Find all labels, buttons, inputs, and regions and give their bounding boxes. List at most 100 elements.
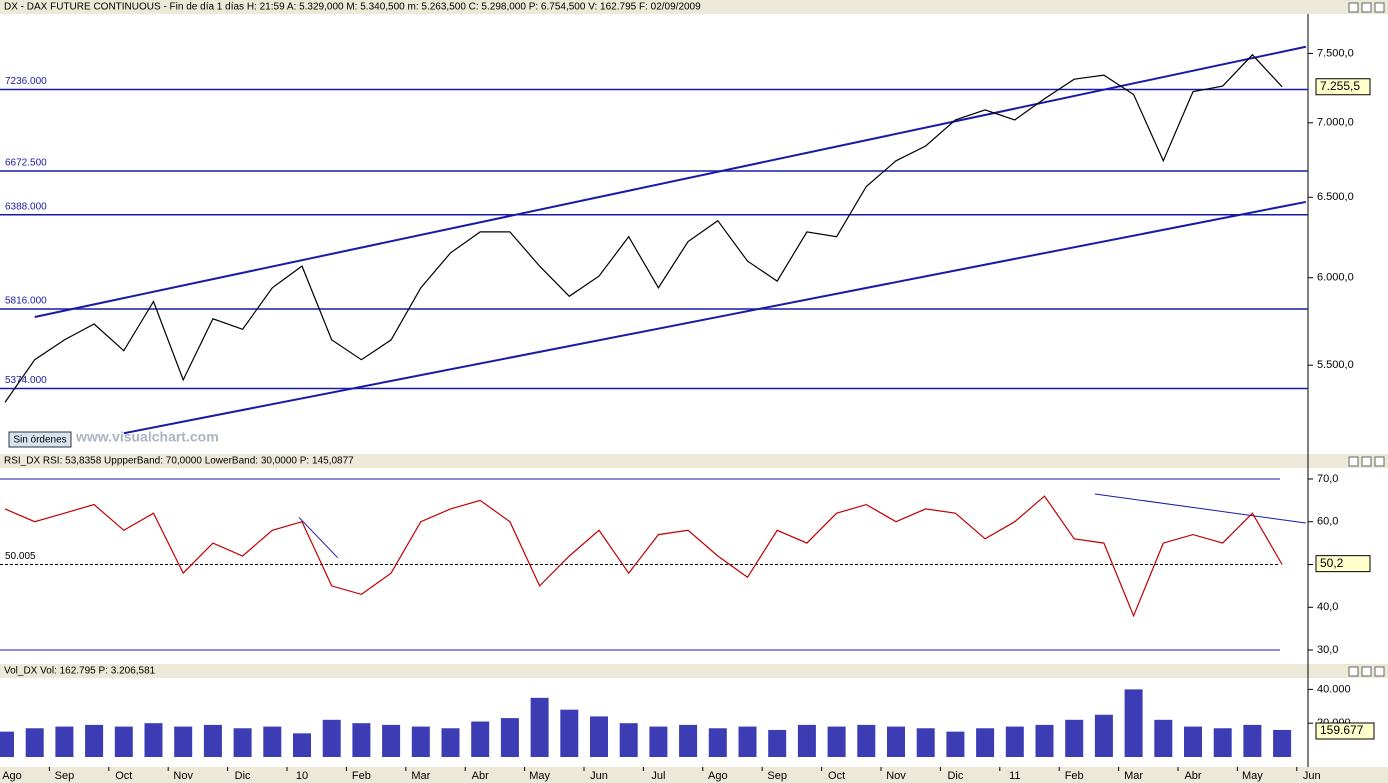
panel-title: DX - DAX FUTURE CONTINUOUS - Fin de día …: [4, 2, 701, 13]
volume-bar: [946, 731, 965, 757]
y-tick-label: 7.500,0: [1317, 47, 1354, 59]
volume-bar: [0, 731, 14, 757]
y-tick-label: 60,0: [1317, 516, 1338, 528]
y-tick-label: 5.500,0: [1317, 359, 1354, 371]
watermark: www.visualchart.com: [75, 429, 219, 445]
trendline: [1094, 493, 1306, 524]
volume-bar: [679, 724, 698, 757]
x-tick-label: Feb: [1065, 770, 1084, 782]
volume-bar: [382, 724, 401, 757]
volume-bar: [500, 718, 519, 757]
header-strip: [0, 454, 1388, 468]
volume-bar: [768, 729, 787, 757]
volume-bar: [1213, 728, 1232, 757]
x-tick-label: Dic: [235, 770, 251, 782]
volume-bar: [1243, 724, 1262, 757]
volume-bar: [263, 726, 282, 757]
panel-title: Vol_DX Vol: 162.795 P: 3.206,581: [4, 666, 156, 677]
x-tick-label: Dic: [947, 770, 963, 782]
x-tick-label: Nov: [886, 770, 906, 782]
y-tick-label: 6.500,0: [1317, 191, 1354, 203]
level-label: 50.005: [5, 551, 36, 562]
y-tick-label: 40.000: [1317, 683, 1351, 695]
volume-bar: [857, 724, 876, 757]
trendline: [34, 45, 1307, 319]
header-strip: [0, 0, 1388, 14]
y-tick-label: 40,0: [1317, 601, 1338, 613]
orders-button-label[interactable]: Sin órdenes: [13, 435, 66, 446]
level-label: 7236.000: [5, 76, 47, 87]
volume-bar: [590, 716, 608, 757]
x-tick-label: Mar: [411, 770, 430, 782]
last-value-box: [1315, 78, 1371, 96]
volume-bar: [322, 719, 341, 757]
y-tick-label: 30,0: [1317, 644, 1338, 656]
window-buttons[interactable]: [1348, 2, 1385, 677]
volume-bar: [1124, 689, 1143, 757]
x-tick-label: Jun: [590, 770, 608, 782]
x-tick-label: Sep: [767, 770, 787, 782]
x-tick-label: Ago: [708, 770, 728, 782]
x-tick-label: Mar: [1124, 770, 1143, 782]
x-axis-strip: [0, 767, 1388, 783]
x-tick-label: 10: [296, 770, 308, 782]
volume-bar: [85, 724, 104, 757]
volume-bar: [1094, 714, 1113, 757]
volume-bar: [293, 733, 311, 757]
volume-bar: [114, 726, 133, 757]
last-value-box: [1315, 722, 1375, 740]
x-tick-label: Nov: [173, 770, 193, 782]
y-tick-label: 70,0: [1317, 473, 1338, 485]
panel-title: RSI_DX RSI: 53,8358 UppperBand: 70,0000 …: [4, 456, 354, 467]
y-tick-label: 7.000,0: [1317, 117, 1354, 129]
x-tick-label: Oct: [115, 770, 132, 782]
level-label: 5816.000: [5, 296, 47, 307]
trendline: [298, 517, 339, 559]
last-value-label: 7.255,5: [1320, 79, 1360, 93]
last-value-box: [1315, 555, 1371, 573]
volume-bar: [530, 697, 549, 757]
volume-bar: [55, 726, 74, 757]
volume-bar: [619, 723, 638, 757]
last-value-label: 50,2: [1320, 556, 1344, 570]
volume-bar: [560, 709, 579, 757]
orders-button[interactable]: [8, 431, 72, 448]
volume-bar: [1035, 724, 1054, 757]
level-label: 5374.000: [5, 375, 47, 386]
volume-bar: [738, 726, 757, 757]
volume-bar: [827, 726, 846, 757]
trendline: [123, 200, 1307, 435]
volume-bar: [1154, 719, 1173, 757]
x-tick-label: Oct: [828, 770, 845, 782]
x-tick-label: Jun: [1303, 770, 1321, 782]
volume-bar: [174, 726, 193, 757]
volume-bar: [411, 726, 430, 757]
volume-bar: [1184, 726, 1202, 757]
volume-bar: [916, 728, 935, 757]
volume-bar: [797, 724, 816, 757]
volume-bar: [1273, 729, 1292, 757]
volume-bar: [649, 726, 668, 757]
x-tick-label: Jul: [651, 770, 665, 782]
series-line: [4, 495, 1283, 618]
x-tick-label: Ago: [2, 770, 22, 782]
volume-bar: [708, 728, 727, 757]
volume-bar: [441, 728, 460, 757]
x-tick-label: Abr: [1184, 770, 1201, 782]
level-label: 6672.500: [5, 158, 47, 169]
volume-bar: [887, 726, 905, 757]
last-value-label: 159.677: [1320, 723, 1364, 737]
volume-bar: [471, 721, 490, 757]
x-tick-label: 11: [1009, 770, 1020, 782]
x-tick-label: May: [529, 770, 550, 782]
header-strip: [0, 664, 1388, 678]
y-tick-label: 6.000,0: [1317, 272, 1354, 284]
volume-bar: [352, 723, 371, 757]
x-tick-label: May: [1242, 770, 1263, 782]
x-tick-label: Feb: [352, 770, 371, 782]
volume-bar: [144, 723, 163, 757]
volume-bar: [1005, 726, 1024, 757]
